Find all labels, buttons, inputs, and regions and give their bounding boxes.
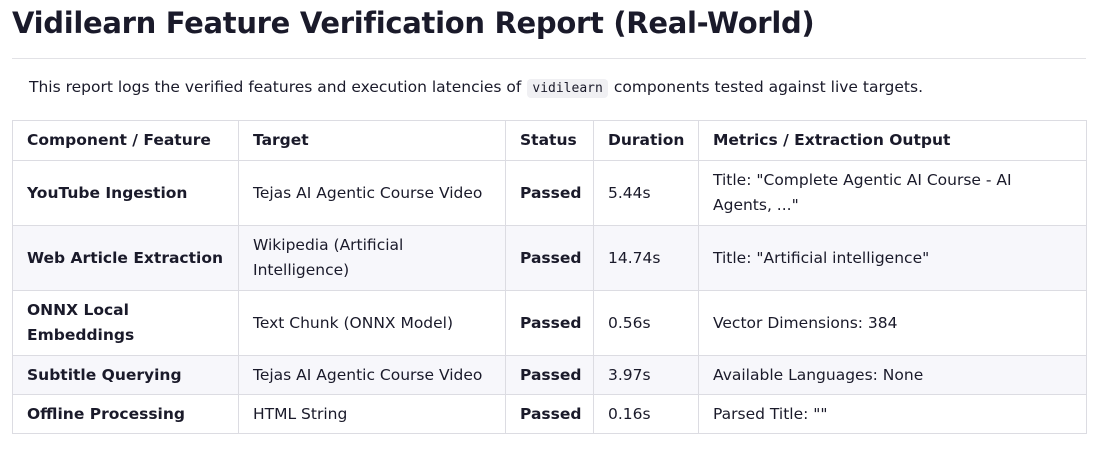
title: Vidilearn Feature Verification Report (R… <box>12 6 815 40</box>
table-cell: Offline Processing <box>12 394 239 434</box>
table-cell: YouTube Ingestion <box>12 160 239 226</box>
table-row: YouTube Ingestion Tejas AI Agentic Course… <box>12 160 1087 226</box>
table-cell: Passed <box>505 290 594 356</box>
table-cell: Passed <box>505 355 594 395</box>
table-row: Web Article Extraction Wikipedia (Artific… <box>12 225 1087 291</box>
table-cell: Available Languages: None <box>698 355 1087 395</box>
table-cell: 5.44s <box>593 160 699 226</box>
table-cell: Web Article Extraction <box>12 225 239 291</box>
table-body: YouTube Ingestion Tejas AI Agentic Course… <box>12 160 1087 434</box>
table-cell: Text Chunk (ONNX Model) <box>238 290 506 356</box>
table-cell: Passed <box>505 160 594 226</box>
intro-text: This report logs the verified features a… <box>29 78 522 96</box>
table-cell: Subtitle Querying <box>12 355 239 395</box>
table-cell: ONNX Local Embeddings <box>12 290 239 356</box>
table-cell: 0.16s <box>593 394 699 434</box>
table-cell: Title: "Complete Agentic AI Course - AI … <box>698 160 1087 226</box>
table-cell: Tejas AI Agentic Course Video <box>238 160 506 226</box>
table-row: Subtitle Querying Tejas AI Agentic Course… <box>12 355 1087 395</box>
table-row: Offline Processing HTML String Passed 0.16s… <box>12 394 1087 434</box>
table-cell: Passed <box>505 394 594 434</box>
header-row: Component / Feature Target Status Duration M… <box>12 120 1087 161</box>
table-cell: Parsed Title: "" <box>698 394 1087 434</box>
report-table: Component / Feature Target Status Duration M… <box>12 120 1087 434</box>
table-cell: Tejas AI Agentic Course Video <box>238 355 506 395</box>
table-cell: Title: "Artificial intelligence" <box>698 225 1087 291</box>
column-header: Target <box>238 120 506 161</box>
table-cell: 14.74s <box>593 225 699 291</box>
column-header: Metrics / Extraction Output <box>698 120 1087 161</box>
table-cell: 3.97s <box>593 355 699 395</box>
divider <box>12 58 1086 59</box>
table-cell: Passed <box>505 225 594 291</box>
table-cell: Vector Dimensions: 384 <box>698 290 1087 356</box>
table-row: ONNX Local Embeddings Text Chunk (ONNX Mo… <box>12 290 1087 356</box>
table-cell: Wikipedia (Artificial Intelligence) <box>238 225 506 291</box>
column-header: Duration <box>593 120 699 161</box>
table-cell: HTML String <box>238 394 506 434</box>
column-header: Status <box>505 120 594 161</box>
column-header: Component / Feature <box>12 120 239 161</box>
intro-text: components tested against live targets. <box>613 78 924 96</box>
inline-code: vidilearn <box>527 79 608 98</box>
table-cell: 0.56s <box>593 290 699 356</box>
intro: This report logs the verified features a… <box>29 78 924 98</box>
